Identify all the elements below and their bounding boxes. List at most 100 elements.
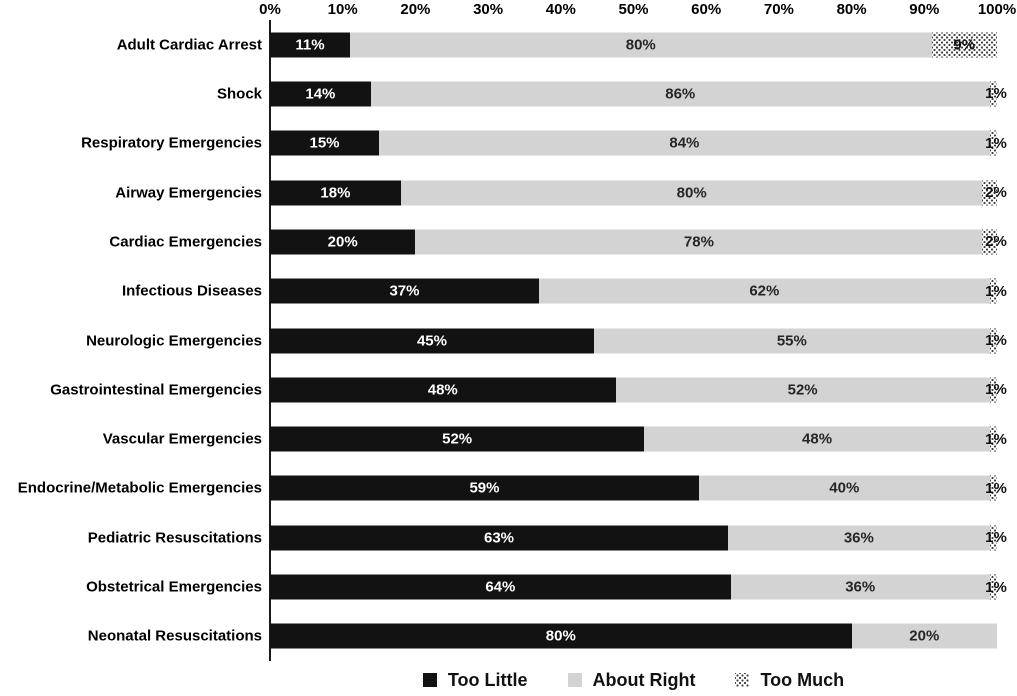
data-label: 55% — [776, 332, 807, 350]
legend-swatch-too-much — [735, 673, 750, 687]
bar-row: Shock 14% 86% 1% — [0, 69, 1017, 118]
data-label: 1% — [985, 529, 1007, 547]
bar-row: Neonatal Resuscitations 80% 20% — [0, 612, 1017, 661]
legend: Too Little About Right Too Much — [270, 665, 997, 695]
data-label: 52% — [787, 381, 818, 399]
legend-item: About Right — [567, 669, 696, 691]
bar-segment-about-right: 52% — [615, 377, 990, 403]
x-axis-tick-label: 80% — [836, 1, 867, 18]
data-label: 36% — [845, 578, 876, 596]
data-label: 52% — [442, 430, 473, 448]
bar-segment-about-right: 36% — [728, 525, 990, 551]
bar-segment-too-much — [989, 130, 997, 156]
legend-item: Too Little — [422, 669, 528, 691]
category-label: Cardiac Emergencies — [109, 233, 262, 251]
data-label: 86% — [665, 85, 696, 103]
data-label: 1% — [985, 578, 1007, 596]
bar-segment-too-little: 14% — [270, 81, 371, 107]
stacked-bar: 37% 62% 1% — [270, 278, 1007, 304]
x-axis-tick-label: 30% — [473, 1, 504, 18]
data-label: 1% — [985, 381, 1007, 399]
x-axis-tick-label: 20% — [400, 1, 431, 18]
bar-segment-too-much — [989, 328, 997, 354]
bar-row: Pediatric Resuscitations 63% 36% 1% — [0, 513, 1017, 562]
stacked-bar: 80% 20% — [270, 623, 997, 649]
data-label: 64% — [485, 578, 516, 596]
bar-segment-too-little: 15% — [270, 130, 380, 156]
data-label: 14% — [305, 85, 336, 103]
x-axis-tick-label: 50% — [618, 1, 649, 18]
bar-row: Vascular Emergencies 52% 48% 1% — [0, 415, 1017, 464]
bar-row: Obstetrical Emergencies 64% 36% 1% — [0, 562, 1017, 611]
data-label: 80% — [545, 627, 576, 645]
bar-segment-too-much — [989, 574, 997, 600]
bar-segment-about-right: 20% — [851, 623, 997, 649]
bar-segment-about-right: 48% — [644, 426, 990, 452]
stacked-bar: 63% 36% 1% — [270, 525, 1007, 551]
bar-segment-too-much — [982, 180, 997, 206]
category-label: Pediatric Resuscitations — [87, 529, 262, 547]
stacked-bar: 14% 86% 1% — [270, 81, 1007, 107]
bar-segment-too-little: 20% — [270, 229, 416, 255]
bar-row: Gastrointestinal Emergencies 48% 52% 1% — [0, 365, 1017, 414]
data-label: 80% — [676, 184, 707, 202]
data-label: 1% — [985, 430, 1007, 448]
stacked-bar: 20% 78% 2% — [270, 229, 1007, 255]
bar-segment-too-little: 48% — [270, 377, 616, 403]
bar-segment-too-much — [989, 475, 997, 501]
legend-swatch-about-right — [567, 673, 582, 687]
bar-segment-too-much — [989, 525, 997, 551]
data-label: 1% — [985, 282, 1007, 300]
legend-item: Too Much — [735, 670, 844, 691]
x-axis-tick-label: 60% — [691, 1, 722, 18]
category-label: Adult Cardiac Arrest — [116, 36, 262, 54]
data-label: 2% — [985, 184, 1007, 202]
x-axis-tick-label: 0% — [259, 1, 281, 18]
bar-segment-too-much — [989, 377, 997, 403]
bar-segment-too-little: 45% — [270, 328, 594, 354]
legend-label: Too Little — [447, 669, 528, 690]
data-label: 40% — [829, 479, 860, 497]
bar-row: Neurologic Emergencies 45% 55% 1% — [0, 316, 1017, 365]
x-axis-tick-label: 70% — [763, 1, 794, 18]
data-label: 48% — [802, 430, 833, 448]
bar-segment-about-right: 80% — [349, 32, 932, 58]
bar-segment-about-right: 62% — [538, 278, 990, 304]
category-label: Neurologic Emergencies — [86, 332, 262, 350]
bar-segment-too-little: 80% — [270, 623, 852, 649]
bar-segment-about-right: 86% — [370, 81, 990, 107]
data-label: 9% — [953, 36, 976, 54]
data-label: 63% — [483, 529, 515, 547]
x-axis-tick-label: 10% — [327, 1, 358, 18]
bar-row: Infectious Diseases 37% 62% 1% — [0, 267, 1017, 316]
legend-label: Too Much — [760, 669, 845, 690]
bar-segment-too-little: 63% — [270, 525, 728, 551]
data-label: 18% — [320, 184, 351, 202]
data-label: 84% — [669, 134, 700, 152]
category-label: Airway Emergencies — [115, 184, 262, 202]
bar-segment-about-right: 36% — [730, 574, 990, 600]
data-label: 1% — [985, 85, 1007, 103]
category-label: Gastrointestinal Emergencies — [50, 381, 262, 399]
data-label: 20% — [909, 627, 940, 645]
category-label: Neonatal Resuscitations — [87, 627, 262, 645]
data-label: 1% — [985, 479, 1007, 497]
bar-segment-too-much — [989, 426, 997, 452]
data-label: 15% — [309, 134, 340, 152]
bar-segment-about-right: 84% — [379, 130, 990, 156]
stacked-bar: 18% 80% 2% — [270, 180, 1007, 206]
bar-row: Cardiac Emergencies 20% 78% 2% — [0, 217, 1017, 266]
category-label: Infectious Diseases — [121, 282, 262, 300]
legend-label: About Right — [592, 669, 696, 690]
bar-segment-too-little: 18% — [270, 180, 401, 206]
bar-row: Endocrine/Metabolic Emergencies 59% 40% 1% — [0, 464, 1017, 513]
data-label: 80% — [625, 36, 656, 54]
stacked-bar: 59% 40% 1% — [270, 475, 1007, 501]
data-label: 1% — [985, 134, 1007, 152]
bar-segment-too-little: 59% — [270, 475, 699, 501]
data-label: 36% — [843, 529, 874, 547]
category-label: Endocrine/Metabolic Emergencies — [17, 479, 262, 497]
x-axis-tick-label: 100% — [977, 1, 1017, 18]
data-label: 20% — [327, 233, 358, 251]
